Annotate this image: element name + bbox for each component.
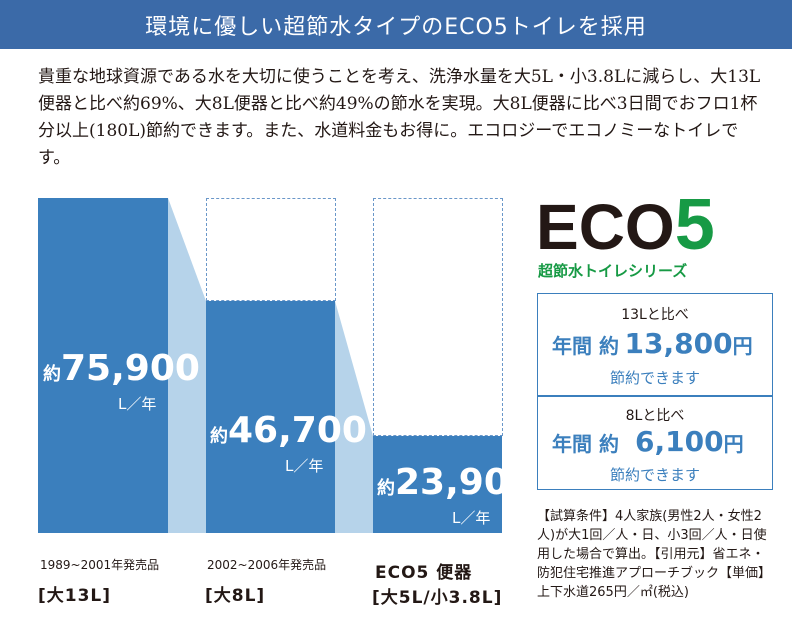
savings-13l-amount: 年間 約 13,800円 xyxy=(552,327,753,360)
savings-8l-amount: 年間 約 6,100円 xyxy=(552,425,744,458)
caption-8l-period: 2002~2006年発売品 xyxy=(207,558,327,572)
bar-eco5-outline xyxy=(373,198,503,436)
connector-2 xyxy=(335,301,373,533)
page-header: 環境に優しい超節水タイプのECO5トイレを採用 xyxy=(0,0,792,49)
eco5-logo: ECO5 xyxy=(536,185,715,265)
savings-box xyxy=(537,293,773,490)
savings-divider xyxy=(537,395,773,397)
bar-8l-value: 約46,700 xyxy=(210,410,367,451)
bar-13l-value: 約75,900 xyxy=(43,348,200,389)
savings-13l-sub: 節約できます xyxy=(609,369,700,387)
bar-eco5-unit: L／年 xyxy=(452,509,491,527)
bar-8l xyxy=(206,301,335,533)
calculation-notes: 【試算条件】4人家族(男性2人・女性2人)が大1回／人・日、小3回／人・日使用し… xyxy=(537,509,772,600)
caption-eco5-name: ECO5 便器 xyxy=(375,563,473,583)
page-title: 環境に優しい超節水タイプのECO5トイレを採用 xyxy=(145,14,647,40)
caption-8l: [大8L] xyxy=(205,586,266,606)
bar-eco5-value: 約23,900 xyxy=(377,462,534,503)
connector-1 xyxy=(168,198,206,533)
bar-eco5 xyxy=(373,436,502,533)
bar-8l-outline xyxy=(206,198,336,301)
caption-13l-period: 1989~2001年発売品 xyxy=(40,558,160,572)
intro-text: 貴重な地球資源である水を大切に使うことを考え、洗浄水量を大5L・小3.8Lに減ら… xyxy=(38,67,761,168)
bar-8l-unit: L／年 xyxy=(285,457,324,475)
caption-13l: [大13L] xyxy=(38,586,112,606)
caption-eco5: [大5L/小3.8L] xyxy=(372,588,503,608)
bar-13l xyxy=(38,198,168,533)
bar-13l-unit: L／年 xyxy=(118,395,157,413)
eco5-series-label: 超節水トイレシリーズ xyxy=(538,262,688,280)
savings-8l-sub: 節約できます xyxy=(609,466,700,484)
savings-13l-compare: 13Lと比べ xyxy=(621,307,689,323)
savings-8l-compare: 8Lと比べ xyxy=(625,408,685,424)
